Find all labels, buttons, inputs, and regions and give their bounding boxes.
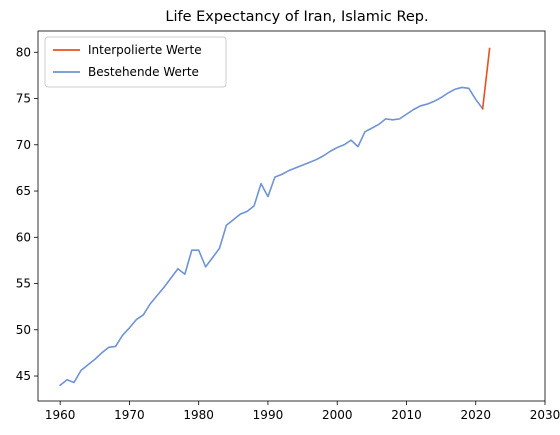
chart-title: Life Expectancy of Iran, Islamic Rep.: [165, 9, 428, 25]
x-tick-label: 1990: [253, 408, 284, 422]
plot-frame: [37, 30, 546, 402]
x-tick-label: 1980: [183, 408, 214, 422]
series-layer: [59, 47, 491, 387]
y-tick-label: 60: [16, 230, 31, 244]
x-tick-label: 2010: [391, 408, 422, 422]
y-tick-label: 45: [16, 369, 31, 383]
x-tick-label: 1960: [45, 408, 76, 422]
y-tick-label: 65: [16, 184, 31, 198]
legend-box: [44, 36, 227, 88]
x-tick-label: 2000: [322, 408, 353, 422]
y-tick-label: 50: [16, 323, 31, 337]
x-tick-label: 2020: [460, 408, 491, 422]
x-tick-label: 2030: [530, 408, 560, 422]
x-tick-label: 1970: [114, 408, 145, 422]
series-line-1: [59, 86, 484, 387]
legend-label: Interpolierte Werte: [88, 43, 202, 57]
series-line-0: [481, 47, 491, 110]
y-tick-label: 70: [16, 138, 31, 152]
x-axis: 1960 1970 1980 1990 2000 2010 2020 2030: [45, 401, 560, 422]
y-tick-label: 75: [16, 92, 31, 106]
y-tick-label: 55: [16, 277, 31, 291]
legend-label: Bestehende Werte: [88, 65, 199, 79]
y-axis: 45 50 55 60 65 70 75 80: [16, 45, 38, 383]
y-tick-label: 80: [16, 45, 31, 59]
legend: Interpolierte Werte Bestehende Werte: [44, 36, 227, 88]
